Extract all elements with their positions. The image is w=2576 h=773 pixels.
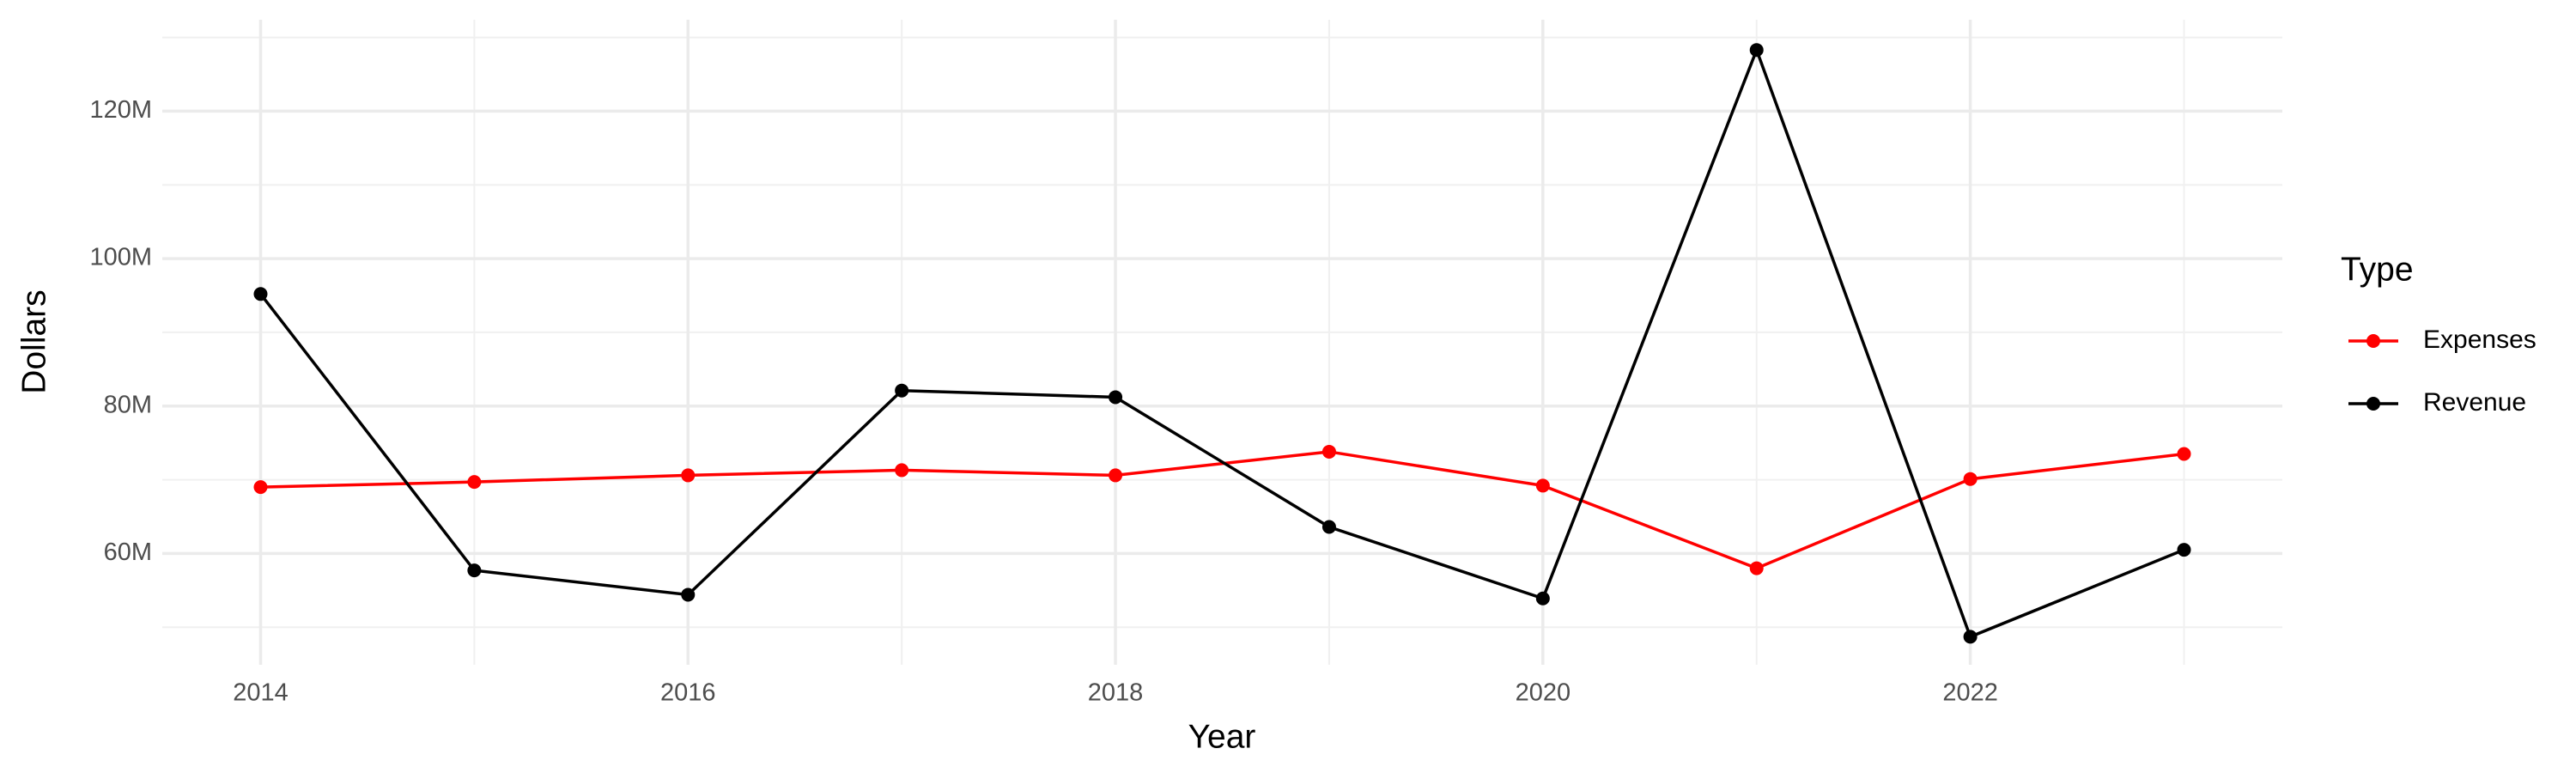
legend-marker: [2366, 334, 2380, 348]
data-point: [1963, 630, 1978, 644]
data-point: [681, 468, 696, 483]
data-point: [1535, 591, 1550, 606]
data-point: [895, 383, 909, 398]
data-point: [2177, 447, 2191, 461]
x-tick-label: 2020: [1516, 679, 1571, 707]
data-point: [253, 287, 268, 301]
legend-label: Revenue: [2423, 388, 2526, 417]
y-tick-label: 80M: [104, 391, 152, 418]
y-tick-label: 120M: [89, 96, 152, 124]
data-point: [467, 475, 482, 490]
data-point: [467, 563, 482, 578]
x-tick-label: 2016: [660, 679, 716, 707]
data-point: [681, 587, 696, 602]
data-point: [1535, 478, 1550, 493]
data-point: [1321, 444, 1336, 459]
data-point: [253, 480, 268, 495]
y-tick-label: 60M: [104, 539, 152, 566]
series-line: [260, 450, 2184, 570]
y-tick-label: 100M: [89, 244, 152, 271]
data-point: [1321, 520, 1336, 534]
x-tick-label: 2014: [233, 679, 289, 707]
series-line: [259, 46, 2185, 639]
legend-title: Type: [2341, 251, 2414, 288]
x-tick-label: 2022: [1942, 679, 1998, 707]
x-tick-label: 2018: [1088, 679, 1144, 707]
data-point: [2177, 543, 2191, 557]
data-point: [1749, 43, 1764, 58]
legend-label: Expenses: [2423, 326, 2537, 354]
data-point: [1109, 390, 1123, 405]
data-point: [895, 463, 909, 478]
y-axis-title: Dollars: [15, 289, 52, 393]
legend-marker: [2366, 397, 2380, 411]
data-point: [1963, 472, 1978, 486]
data-point: [1109, 468, 1123, 483]
x-axis-title: Year: [1188, 718, 1256, 755]
data-point: [1749, 561, 1764, 575]
